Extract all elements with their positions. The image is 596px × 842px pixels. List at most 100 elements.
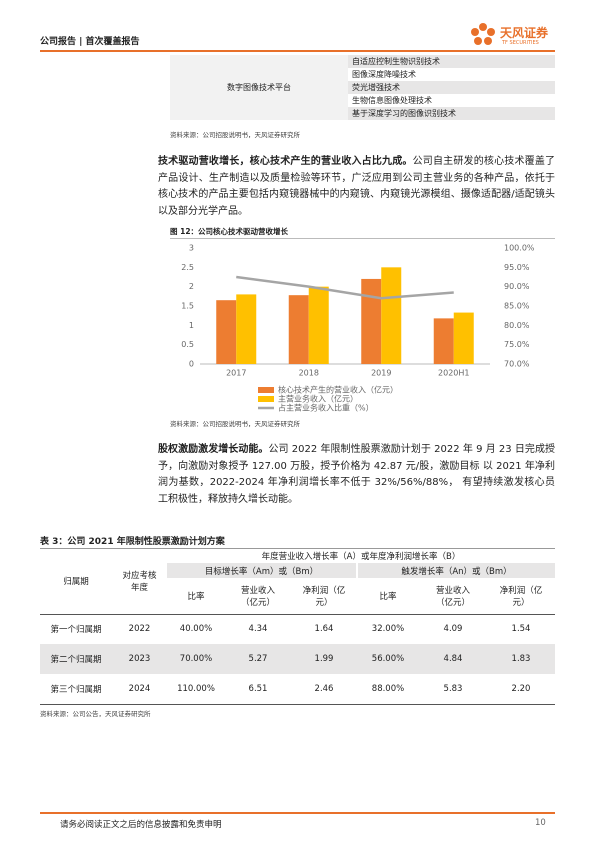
y2-tick-label: 70.0% [504, 360, 530, 369]
table-cell: 2022 [128, 624, 151, 635]
bar [453, 312, 474, 364]
table-cell: 第二个归属期 [50, 655, 102, 665]
table-cell: 6.51 [248, 683, 268, 694]
y-tick-label: 0 [189, 360, 194, 369]
paragraph-text: 公司 2022 年限制性股票激励计划于 2022 年 9 月 23 日完成授予，… [158, 444, 556, 505]
sub-header: 营业收入（亿元） [435, 585, 470, 608]
bar [361, 278, 382, 364]
rule [40, 548, 555, 549]
paragraph: 技术驱动营收增长，核心技术产生的营业收入占比九成。公司自主研发的核心技术覆盖了产… [158, 154, 555, 220]
sub-header: 营业收入（亿元） [240, 585, 275, 608]
sub-header: 比率 [379, 591, 397, 602]
table-cell: 5.27 [248, 654, 268, 664]
y2-tick-label: 100.0% [504, 244, 535, 253]
tech-item: 自适应控制生物识别技术 [348, 55, 555, 68]
line [236, 275, 454, 300]
table-cell: 1.54 [511, 624, 531, 635]
table-cell: 110.00% [177, 683, 215, 694]
group-header: 目标增长率（Am）或（Bm） [167, 563, 358, 578]
col-header: 对应考核年度 [122, 571, 157, 594]
y2-tick-label: 85.0% [504, 302, 530, 311]
table-cell: 4.84 [443, 654, 463, 664]
col-header: 归属期 [63, 577, 89, 588]
tech-item: 图像深度降噪技术 [352, 70, 416, 79]
table-cell: 1.83 [511, 654, 531, 664]
sub-header: 净利润（亿元） [302, 585, 346, 608]
tech-item: 生物信息图像处理技术 [352, 96, 432, 105]
y-tick-label: 1.5 [181, 302, 194, 311]
table-cell: 32.00% [371, 624, 405, 635]
y-tick-label: 1 [189, 321, 194, 330]
tech-item: 荧光增强技术 [348, 81, 555, 94]
report-type: 公司报告 | 首次覆盖报告 [40, 37, 140, 47]
bar [433, 318, 454, 364]
legend-label: 核心技术产生的营业收入（亿元） [278, 385, 398, 395]
legend-label: 主营业务收入（亿元） [278, 394, 358, 404]
footer-rule [40, 812, 555, 814]
brand: 天风证券 [500, 26, 549, 40]
legend-swatch [258, 387, 274, 393]
source-note: 资料来源：公司招股说明书，天风证券研究所 [170, 420, 300, 428]
table-title: 表 3：公司 2021 年限制性股票激励计划方案 [40, 537, 225, 547]
table-row: 第三个归属期 2024 110.00% 6.51 2.46 88.00% 5.83 2.20 [40, 674, 555, 704]
page-number: 10 [535, 818, 546, 828]
table-cell: 2.20 [511, 683, 531, 694]
table-cell: 70.00% [179, 654, 213, 664]
group-header: 触发增长率（An）或（Bm） [401, 566, 512, 577]
table-cell: 第一个归属期 [50, 625, 102, 636]
table-cell: 2.46 [314, 683, 334, 694]
bar [216, 300, 237, 364]
platform-cell: 数字图像技术平台 [170, 55, 348, 120]
paragraph: 股权激励激发增长动能。公司 2022 年限制性股票激励计划于 2022 年 9 … [158, 442, 555, 508]
table-cell: 第三个归属期 [50, 684, 102, 695]
table-cell: 1.64 [314, 624, 334, 635]
table-cell: 4.34 [248, 624, 268, 635]
legend-label: 占主营业务收入比重（%） [278, 403, 374, 413]
x-tick-label: 2018 [299, 369, 319, 378]
chart: 0 0.5 1 1.5 2 2.5 3 70.0% 75.0% 80.0% 85.0% 90.0% 95… [181, 244, 535, 413]
logo-icon [471, 23, 495, 45]
table-cell: 2024 [128, 683, 151, 694]
bar [288, 295, 309, 364]
x-tick-label: 2019 [371, 369, 391, 378]
legend-swatch [258, 396, 274, 402]
paragraph-lead: 股权激励激发增长动能。 [158, 444, 269, 455]
source-note: 资料来源：公司公告，天风证券研究所 [40, 710, 151, 718]
source-note: 资料来源：公司招股说明书，天风证券研究所 [170, 131, 300, 139]
table-cell: 1.99 [314, 654, 334, 664]
table-cell: 56.00% [371, 654, 405, 664]
table-cell: 2023 [128, 654, 151, 664]
y-tick-label: 2 [189, 282, 194, 291]
brand-en: TF SECURITIES [502, 40, 539, 46]
y2-tick-label: 95.0% [504, 263, 530, 272]
disclaimer: 请务必阅读正文之后的信息披露和免责申明 [60, 820, 222, 830]
table-cell: 40.00% [179, 624, 213, 635]
table-row: 第二个归属期 2023 70.00% 5.27 1.99 56.00% 4.84 1.83 [40, 644, 555, 674]
y-tick-label: 3 [189, 244, 194, 253]
table-cell: 4.09 [443, 624, 463, 635]
bar [381, 267, 402, 364]
header-rule [40, 50, 555, 52]
y-tick-label: 2.5 [181, 263, 194, 272]
table-cell: 88.00% [371, 683, 405, 694]
y2-tick-label: 75.0% [504, 340, 530, 349]
x-tick-label: 2017 [226, 369, 246, 378]
sub-header: 净利润（亿元） [499, 585, 543, 608]
table-row: 第一个归属期 2022 40.00% 4.34 1.64 32.00% 4.09 1.54 [40, 614, 555, 644]
tech-table: 数字图像技术平台 自适应控制生物识别技术 图像深度降噪技术 荧光增强技术 生物信息… [170, 55, 555, 120]
tech-item: 基于深度学习的图像识别技术 [348, 107, 555, 120]
paragraph-lead: 技术驱动营收增长，核心技术产生的营业收入占比九成。 [158, 156, 413, 167]
bar [308, 286, 329, 364]
paragraph-text: 公司自主研发的核心技术覆盖了产品设计、生产制造以及质量检验等环节，广泛应用到公司… [158, 156, 556, 217]
y-tick-label: 0.5 [181, 340, 194, 349]
incentive-table: 归属期 对应考核年度 年度营业收入增长率（A）或年度净利润增长率（B） 目标增长率（… [40, 549, 555, 705]
table-cell: 5.83 [443, 683, 463, 694]
bar [236, 294, 257, 364]
chart-title: 图 12：公司核心技术驱动营收增长 [170, 226, 555, 239]
sub-header: 比率 [187, 591, 205, 602]
x-tick-label: 2020H1 [438, 369, 469, 378]
group-header: 年度营业收入增长率（A）或年度净利润增长率（B） [261, 552, 461, 562]
y2-tick-label: 90.0% [504, 282, 530, 291]
y2-tick-label: 80.0% [504, 321, 530, 330]
